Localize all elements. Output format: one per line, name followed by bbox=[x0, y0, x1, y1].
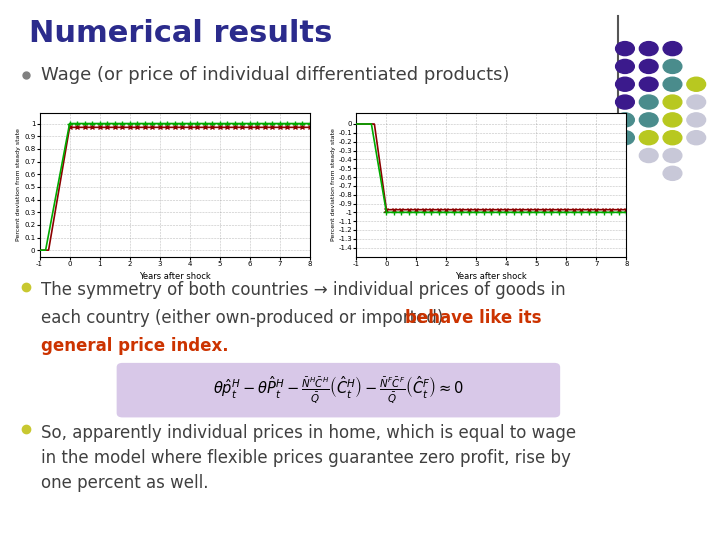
Circle shape bbox=[663, 113, 682, 127]
X-axis label: Years after shock: Years after shock bbox=[456, 272, 527, 281]
Circle shape bbox=[687, 95, 706, 109]
Text: each country (either own-produced or imported): each country (either own-produced or imp… bbox=[41, 309, 449, 327]
Circle shape bbox=[639, 95, 658, 109]
Y-axis label: Percent deviation from steady state: Percent deviation from steady state bbox=[17, 129, 22, 241]
Text: general price index.: general price index. bbox=[41, 337, 229, 355]
X-axis label: Years after shock: Years after shock bbox=[139, 272, 210, 281]
Circle shape bbox=[616, 95, 634, 109]
Circle shape bbox=[687, 113, 706, 127]
Circle shape bbox=[616, 59, 634, 73]
Circle shape bbox=[616, 113, 634, 127]
Circle shape bbox=[663, 95, 682, 109]
Text: Wage (or price of individual differentiated products): Wage (or price of individual differentia… bbox=[41, 65, 510, 84]
Circle shape bbox=[663, 131, 682, 145]
Circle shape bbox=[639, 113, 658, 127]
Y-axis label: Percent deviation from steady state: Percent deviation from steady state bbox=[330, 129, 336, 241]
Circle shape bbox=[616, 77, 634, 91]
Text: The symmetry of both countries → individual prices of goods in: The symmetry of both countries → individ… bbox=[41, 281, 566, 299]
Circle shape bbox=[663, 77, 682, 91]
FancyBboxPatch shape bbox=[117, 363, 560, 417]
Text: Numerical results: Numerical results bbox=[29, 19, 332, 48]
Text: $\theta\hat{p}_t^H - \theta\hat{P}_t^H - \frac{\bar{N}^H\bar{C}^H}{\bar{Q}}\left: $\theta\hat{p}_t^H - \theta\hat{P}_t^H -… bbox=[213, 374, 464, 406]
Circle shape bbox=[687, 77, 706, 91]
Circle shape bbox=[687, 131, 706, 145]
Text: So, apparently individual prices in home, which is equal to wage
in the model wh: So, apparently individual prices in home… bbox=[41, 424, 576, 492]
Circle shape bbox=[639, 42, 658, 56]
Circle shape bbox=[663, 148, 682, 163]
Circle shape bbox=[616, 42, 634, 56]
Circle shape bbox=[639, 148, 658, 163]
Text: behave like its: behave like its bbox=[405, 309, 542, 327]
Circle shape bbox=[616, 131, 634, 145]
Circle shape bbox=[663, 59, 682, 73]
Circle shape bbox=[639, 77, 658, 91]
Circle shape bbox=[663, 166, 682, 180]
Circle shape bbox=[663, 42, 682, 56]
Circle shape bbox=[639, 131, 658, 145]
Circle shape bbox=[639, 59, 658, 73]
